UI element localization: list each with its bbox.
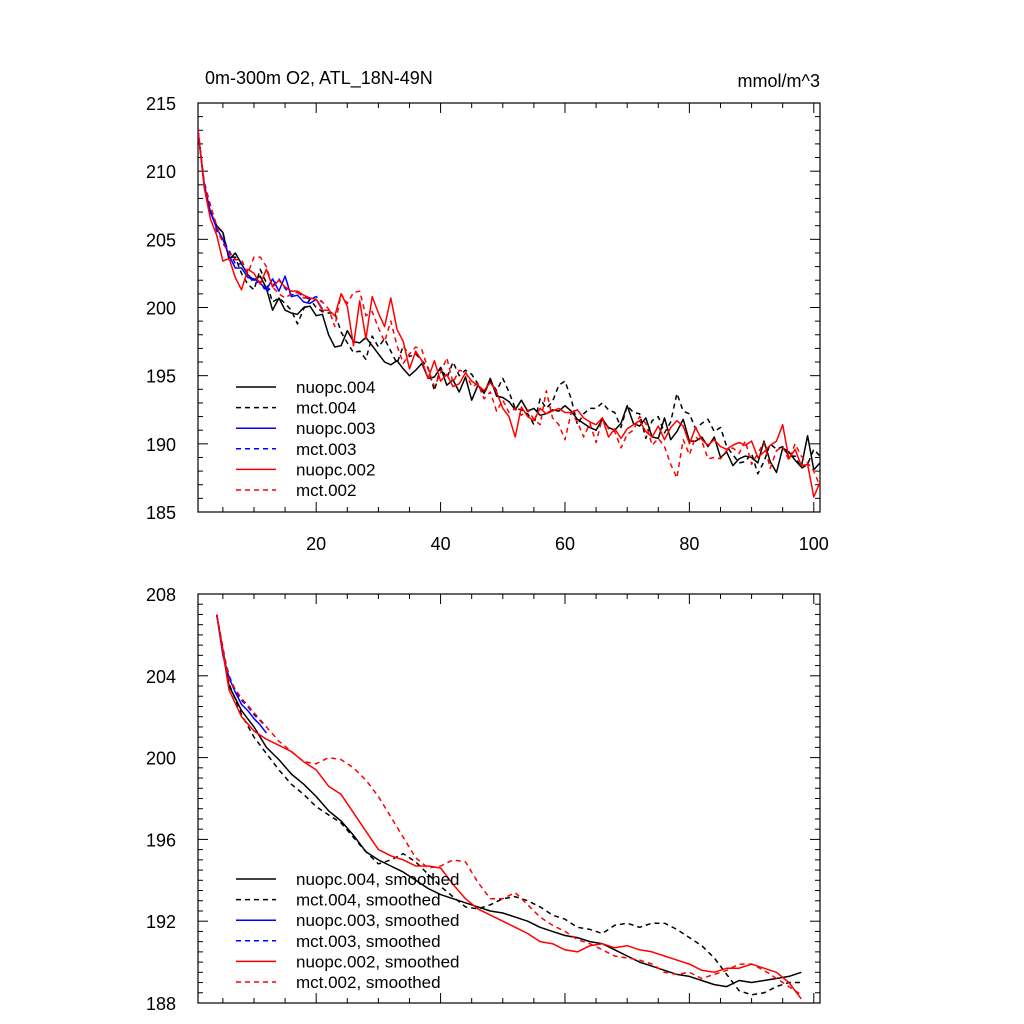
legend-label-mct-004-smoothed: mct.004, smoothed [296, 891, 441, 910]
legend-label-mct-002-smoothed: mct.002, smoothed [296, 973, 441, 992]
x-tick-label: 20 [306, 534, 326, 554]
legend-label-mct-003: mct.003 [296, 440, 356, 459]
series-line-nuopc-004 [198, 130, 820, 474]
legend-label-nuopc-004: nuopc.004 [296, 378, 375, 397]
y-tick-label: 195 [146, 367, 176, 387]
series-line-nuopc-002-smoothed [215, 614, 802, 1000]
x-tick-label: 100 [799, 534, 829, 554]
y-tick-label: 188 [146, 994, 176, 1014]
x-tick-label: 40 [431, 534, 451, 554]
x-tick-label: 60 [555, 534, 575, 554]
series-line-mct-002 [198, 130, 820, 487]
y-tick-label: 204 [146, 667, 176, 687]
legend-label-nuopc-003-smoothed: nuopc.003, smoothed [296, 911, 460, 930]
legend-label-mct-002: mct.002 [296, 481, 356, 500]
chart-title: 0m-300m O2, ATL_18N-49N [205, 68, 433, 89]
y-tick-label: 190 [146, 435, 176, 455]
series-line-mct-002-smoothed [215, 614, 802, 996]
series-line-mct-004-smoothed [215, 614, 802, 996]
y-tick-label: 210 [146, 162, 176, 182]
legend-label-nuopc-002: nuopc.002 [296, 460, 375, 479]
legend-label-nuopc-002-smoothed: nuopc.002, smoothed [296, 952, 460, 971]
plot-top: 20 40 60 80 100 185 190 195 200 205 210 215 nuopc.00… [146, 94, 829, 554]
units-label: mmol/m^3 [738, 71, 820, 91]
series-line-mct-003 [198, 130, 323, 303]
x-tick-label: 80 [679, 534, 699, 554]
y-tick-label: 205 [146, 230, 176, 250]
y-tick-label: 185 [146, 503, 176, 523]
series-line-nuopc-004-smoothed [215, 614, 802, 988]
legend-label-mct-004: mct.004 [296, 399, 356, 418]
y-tick-label: 192 [146, 912, 176, 932]
y-tick-label: 196 [146, 830, 176, 850]
y-tick-label: 208 [146, 585, 176, 605]
y-tick-label: 200 [146, 299, 176, 319]
plot-bottom: 188 192 196 200 204 208 nuopc.004, smoothed mct… [146, 585, 821, 1014]
legend-label-mct-003-smoothed: mct.003, smoothed [296, 932, 441, 951]
y-tick-label: 200 [146, 749, 176, 769]
legend-label-nuopc-003: nuopc.003 [296, 419, 375, 438]
y-tick-label: 215 [146, 94, 176, 114]
plot-frame [197, 593, 821, 1004]
series-line-nuopc-002 [198, 130, 820, 498]
legend-label-nuopc-004-smoothed: nuopc.004, smoothed [296, 870, 460, 889]
series-line-mct-004 [198, 130, 820, 475]
